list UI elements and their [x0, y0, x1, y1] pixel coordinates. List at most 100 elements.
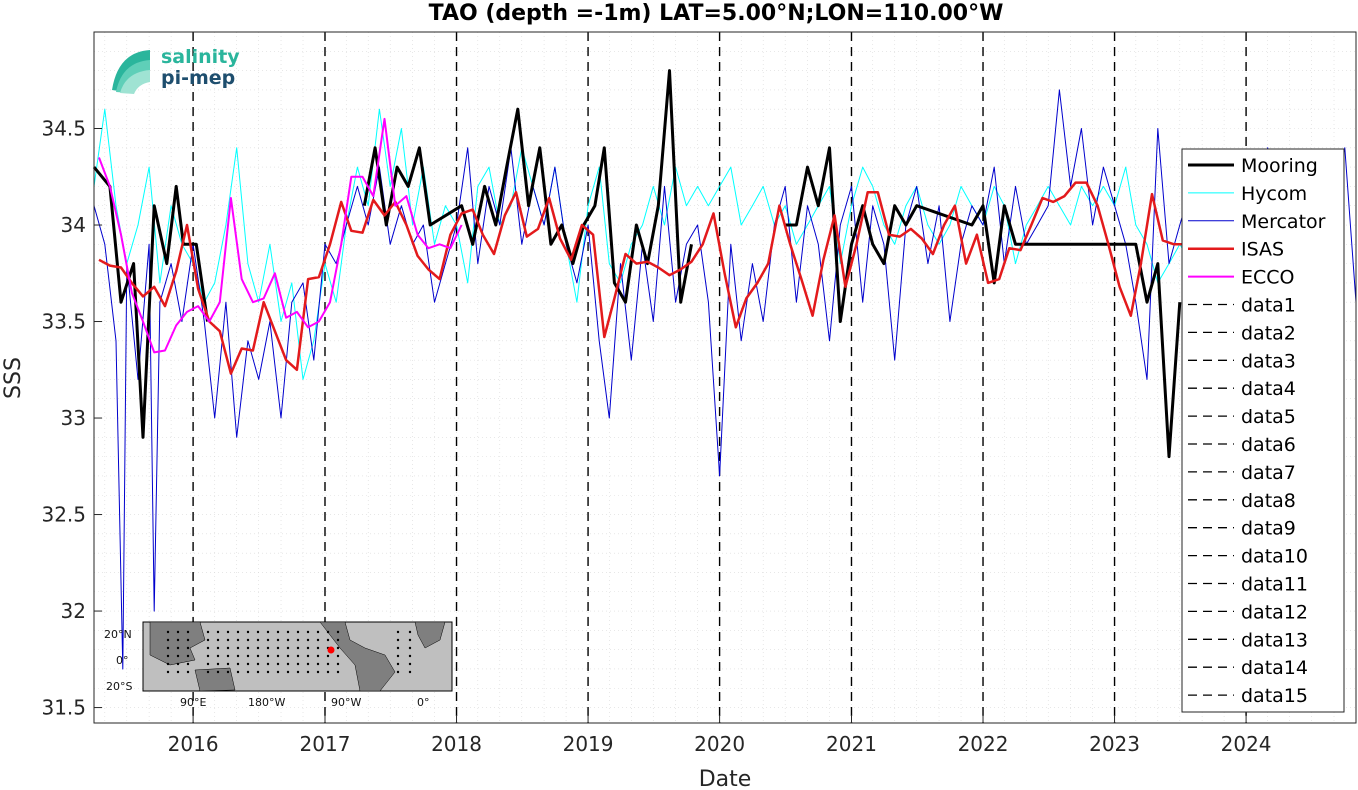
inset-buoy-point — [326, 638, 330, 642]
legend-label-data6: data6 — [1241, 434, 1296, 456]
inset-buoy-point — [396, 646, 400, 650]
inset-buoy-point — [176, 638, 180, 642]
inset-buoy-point — [186, 670, 190, 674]
inset-buoy-point — [306, 662, 310, 666]
inset-buoy-point — [176, 670, 180, 674]
logo-line1: salinity — [161, 46, 240, 68]
inset-buoy-point — [216, 654, 220, 658]
inset-lat-label-20n: 20°N — [104, 628, 132, 641]
legend-label-data12: data12 — [1241, 601, 1308, 623]
logo-wave-icon — [112, 50, 150, 94]
inset-buoy-point — [276, 630, 280, 634]
inset-buoy-point — [316, 630, 320, 634]
inset-buoy-point — [408, 630, 412, 634]
legend-label-data3: data3 — [1241, 350, 1296, 372]
inset-buoy-point — [256, 638, 260, 642]
inset-buoy-point — [206, 646, 210, 650]
y-tick-label-33: 33 — [61, 406, 86, 430]
inset-buoy-point — [226, 654, 230, 658]
inset-buoy-point — [256, 670, 260, 674]
inset-buoy-point — [166, 638, 170, 642]
inset-buoy-point — [296, 646, 300, 650]
inset-buoy-point — [216, 670, 220, 674]
y-ticks: 31.5 32 32.5 33 33.5 34 34.5 — [41, 117, 102, 720]
inset-buoy-point — [186, 662, 190, 666]
inset-buoy-point — [316, 670, 320, 674]
inset-buoy-point — [306, 630, 310, 634]
inset-lon-label-90e: 90°E — [180, 696, 206, 709]
inset-buoy-point — [336, 654, 340, 658]
inset-buoy-point — [166, 670, 170, 674]
inset-buoy-point — [186, 630, 190, 634]
inset-buoy-point — [166, 662, 170, 666]
inset-lat-label-20s: 20°S — [106, 680, 132, 693]
inset-buoy-point — [256, 646, 260, 650]
x-ticks: 2016 2017 2018 2019 2020 2021 2022 2023 2024 — [168, 715, 1272, 756]
legend-label-hycom: Hycom — [1241, 183, 1307, 205]
inset-buoy-point — [176, 630, 180, 634]
inset-buoy-point — [326, 662, 330, 666]
y-tick-label-32: 32 — [61, 599, 86, 623]
legend-label-data15: data15 — [1241, 685, 1308, 707]
series-layer — [92, 69, 1357, 670]
x-tick-label-2020: 2020 — [694, 732, 745, 756]
inset-buoy-point — [286, 646, 290, 650]
inset-land-asia — [149, 621, 206, 666]
legend-box — [1181, 148, 1345, 713]
legend-label-mercator: Mercator — [1241, 211, 1326, 233]
inset-buoy-point — [186, 646, 190, 650]
salinity-pi-mep-logo: salinity pi-mep — [112, 46, 240, 94]
plot-background — [94, 32, 1356, 723]
inset-buoy-point — [246, 654, 250, 658]
legend-label-data13: data13 — [1241, 629, 1308, 651]
inset-buoy-point — [306, 638, 310, 642]
series-line-isas — [98, 181, 1185, 375]
inset-buoy-point — [206, 670, 210, 674]
inset-buoy-point — [286, 654, 290, 658]
inset-buoy-point — [226, 662, 230, 666]
inset-buoy-point — [276, 662, 280, 666]
inset-buoy-point — [246, 638, 250, 642]
inset-buoy-point — [216, 662, 220, 666]
y-tick-label-31.5: 31.5 — [41, 696, 86, 720]
legend-label-data1: data1 — [1241, 295, 1296, 317]
inset-buoy-point — [408, 654, 412, 658]
inset-buoy-point — [266, 662, 270, 666]
series-line-mooring — [92, 69, 1182, 459]
inset-buoy-point — [176, 646, 180, 650]
inset-buoy-point — [166, 630, 170, 634]
plot-border — [93, 31, 1357, 724]
inset-buoy-point — [336, 646, 340, 650]
inset-buoy-point — [266, 638, 270, 642]
inset-buoy-point — [246, 662, 250, 666]
inset-buoy-point — [216, 638, 220, 642]
inset-buoy-point — [316, 638, 320, 642]
inset-buoy-point — [286, 638, 290, 642]
inset-buoy-point — [266, 646, 270, 650]
inset-buoy-points — [166, 630, 412, 674]
inset-buoy-point — [396, 662, 400, 666]
x-tick-label-2018: 2018 — [431, 732, 482, 756]
x-tick-label-2016: 2016 — [168, 732, 219, 756]
legend-label-data9: data9 — [1241, 518, 1296, 540]
inset-buoy-point — [296, 630, 300, 634]
inset-buoy-point — [316, 646, 320, 650]
inset-lon-label-90w: 90°W — [331, 696, 361, 709]
x-tick-label-2019: 2019 — [563, 732, 614, 756]
legend-label-mooring: Mooring — [1241, 155, 1318, 177]
inset-buoy-point — [236, 670, 240, 674]
inset-buoy-point — [336, 662, 340, 666]
inset-lon-label-0: 0° — [417, 696, 430, 709]
inset-buoy-point — [296, 662, 300, 666]
legend-label-ecco: ECCO — [1241, 267, 1295, 289]
inset-buoy-point — [296, 654, 300, 658]
inset-buoy-point — [166, 646, 170, 650]
inset-buoy-point — [306, 654, 310, 658]
legend-label-data10: data10 — [1241, 546, 1308, 568]
legend-label-data11: data11 — [1241, 574, 1308, 596]
inset-buoy-point — [276, 654, 280, 658]
x-tick-label-2024: 2024 — [1221, 732, 1272, 756]
inset-buoy-point — [206, 654, 210, 658]
legend-label-isas: ISAS — [1241, 239, 1284, 261]
inset-buoy-point — [236, 638, 240, 642]
